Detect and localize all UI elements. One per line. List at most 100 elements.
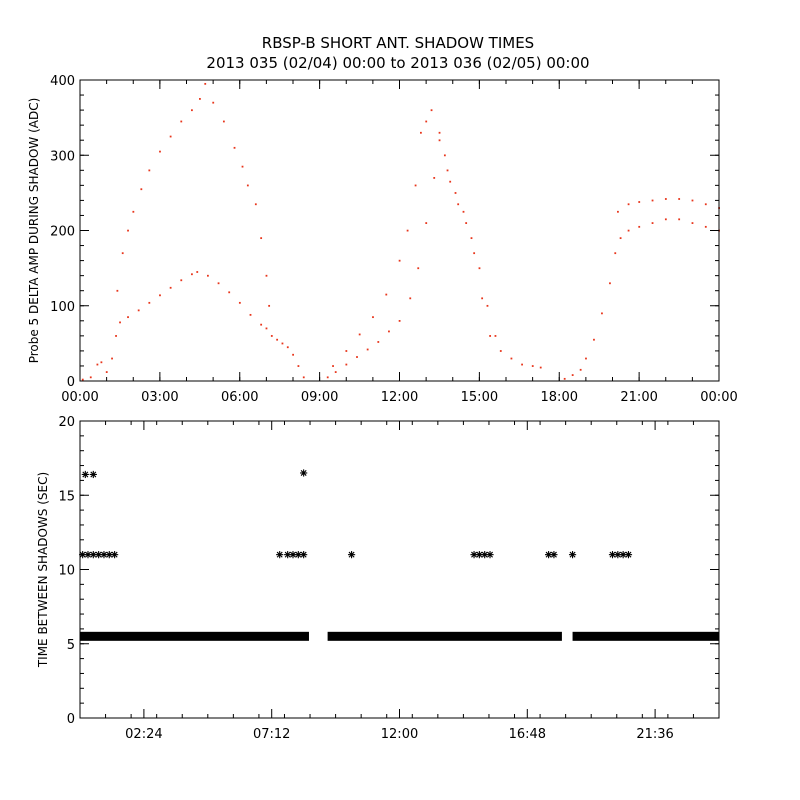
data-point — [286, 346, 289, 349]
data-point — [246, 184, 249, 187]
data-point — [204, 82, 207, 85]
asterisk-stroke — [545, 551, 552, 558]
y-tick-label: 300 — [50, 149, 75, 164]
asterisk-marker — [300, 551, 308, 559]
asterisk-band-0-0 — [80, 631, 309, 641]
data-point — [489, 335, 492, 337]
data-point — [409, 297, 412, 300]
asterisk-stroke — [276, 551, 283, 558]
data-point — [438, 139, 441, 142]
data-point — [100, 361, 103, 364]
asterisk-stroke — [348, 551, 355, 558]
data-point — [111, 357, 113, 360]
data-point — [614, 252, 617, 255]
data-point — [180, 279, 183, 282]
data-point — [119, 321, 121, 324]
data-point — [585, 357, 587, 360]
asterisk-stroke — [290, 551, 296, 558]
asterisk-stroke — [85, 551, 91, 558]
data-point — [420, 131, 422, 134]
x-tick-label: 12:00 — [381, 727, 418, 742]
data-point — [601, 312, 603, 315]
data-point — [222, 120, 225, 123]
asterisk-stroke — [625, 551, 632, 558]
data-point — [345, 363, 348, 366]
data-point — [531, 365, 534, 367]
asterisk-marker — [111, 551, 119, 559]
asterisk-stroke — [476, 551, 483, 558]
data-point — [704, 225, 707, 228]
data-point — [372, 316, 374, 319]
data-point — [398, 320, 401, 322]
data-point — [169, 135, 172, 138]
asterisk-stroke — [614, 551, 621, 558]
data-point — [638, 225, 641, 228]
asterisk-stroke — [106, 551, 113, 558]
data-point — [302, 376, 305, 379]
data-point — [127, 229, 129, 232]
data-point — [478, 267, 481, 270]
x-tick-label: 21:00 — [620, 390, 657, 405]
data-point — [651, 199, 654, 202]
data-point — [332, 365, 334, 367]
data-point — [521, 363, 523, 366]
asterisk-marker — [462, 632, 470, 640]
data-point — [89, 376, 92, 379]
asterisk-marker — [347, 551, 356, 559]
data-point — [449, 180, 452, 183]
data-point — [334, 371, 337, 373]
data-point — [704, 203, 707, 206]
data-point — [617, 210, 619, 213]
asterisk-stroke — [481, 551, 488, 558]
asterisk-marker — [624, 551, 633, 559]
data-point — [664, 198, 667, 200]
y-tick-label: 15 — [58, 489, 75, 504]
y-tick-label: 0 — [67, 375, 75, 390]
data-point — [385, 293, 388, 296]
data-point — [494, 335, 497, 337]
data-point — [268, 304, 271, 307]
data-point — [345, 350, 348, 352]
asterisk-marker — [81, 470, 89, 479]
asterisk-band-0-1 — [327, 631, 562, 641]
data-point — [127, 316, 129, 319]
x-tick-label: 03:00 — [141, 390, 178, 405]
data-point — [196, 271, 199, 273]
asterisk-stroke — [95, 551, 102, 558]
y-tick-label: 400 — [50, 74, 75, 89]
y-tick-label: 10 — [58, 564, 75, 579]
data-point — [292, 353, 294, 356]
data-point — [270, 335, 273, 337]
y-tick-label: 5 — [67, 638, 75, 653]
data-point — [249, 313, 252, 316]
data-point — [499, 350, 502, 352]
data-point — [627, 203, 630, 206]
data-point — [593, 338, 595, 341]
data-point — [563, 377, 566, 380]
asterisk-marker — [550, 551, 558, 559]
asterisk-marker — [300, 469, 308, 477]
data-point — [276, 338, 279, 341]
data-point — [121, 252, 124, 255]
data-point — [265, 327, 268, 330]
asterisk-stroke — [90, 551, 97, 558]
data-point — [366, 348, 369, 351]
data-point — [539, 366, 542, 369]
data-point — [691, 222, 694, 224]
data-point — [207, 274, 209, 277]
data-point — [148, 301, 151, 304]
asterisk-marker — [568, 551, 577, 559]
y-tick-label: 0 — [67, 712, 75, 727]
x-tick-label: 21:36 — [636, 727, 673, 742]
x-tick-label: 02:24 — [125, 727, 162, 742]
data-point — [470, 237, 473, 240]
data-point — [265, 274, 268, 277]
y-axis-title: Probe 5 DELTA AMP DURING SHADOW (ADC) — [27, 98, 41, 364]
data-point — [430, 109, 433, 112]
asterisk-stroke — [300, 469, 307, 476]
data-point — [651, 222, 654, 224]
data-point — [254, 203, 257, 206]
bottom-panel: 02:24 07:12 12:00 16:48 21:36 0 5 10 15 20 TIME BE… — [36, 415, 720, 742]
x-tick-label: 00:00 — [700, 390, 737, 405]
